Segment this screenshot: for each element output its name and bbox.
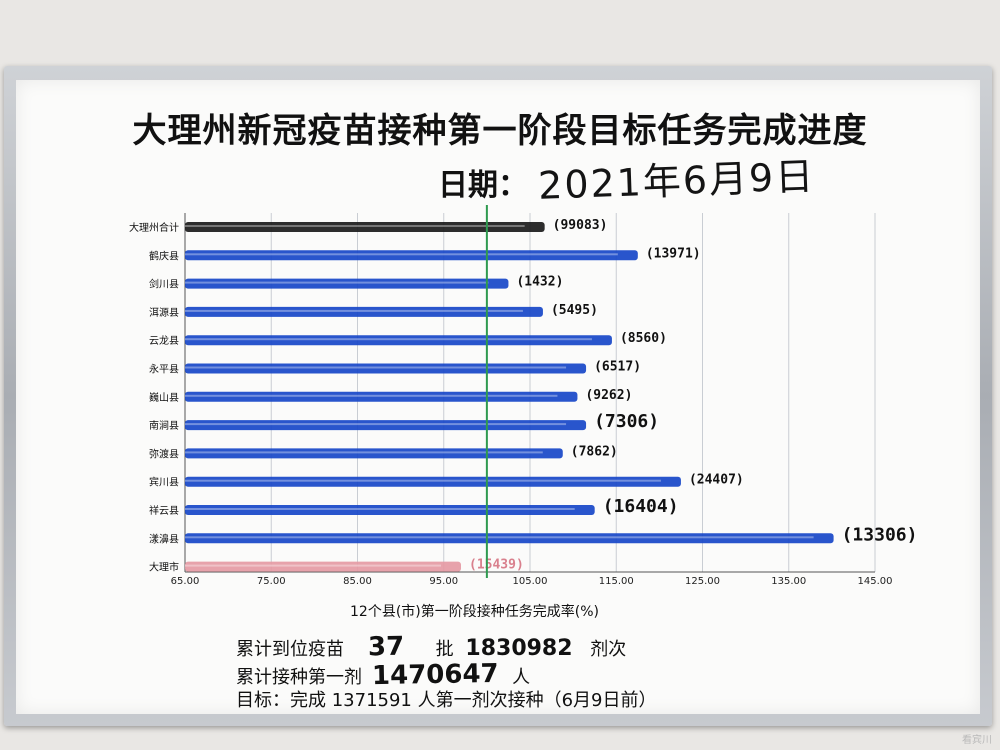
bar [185, 222, 545, 232]
bar-annotation: (15439) [469, 558, 524, 573]
category-label: 漾濞县 [149, 532, 179, 545]
bar [185, 391, 578, 402]
stats-line-first-dose: 累计接种第一剂 1470647 人 [236, 659, 531, 691]
bar [185, 476, 681, 487]
category-label: 宾川县 [149, 476, 179, 489]
bar-annotation: (5495) [551, 303, 598, 318]
batch-unit: 批 [435, 639, 454, 660]
date-label: 日期： [438, 168, 528, 203]
bar [185, 420, 587, 431]
bar [185, 250, 638, 261]
bar-highlight [185, 366, 567, 369]
bar-highlight [185, 564, 441, 567]
page-title: 大理州新冠疫苗接种第一阶段目标任务完成进度 [132, 111, 868, 151]
bar-highlight [185, 423, 567, 426]
bar-highlight [185, 281, 489, 284]
x-tick-label: 145.00 [858, 576, 893, 587]
bar-annotation: (13306) [842, 524, 918, 545]
category-label: 弥渡县 [149, 447, 179, 460]
bar-annotation: (24407) [689, 473, 744, 488]
stats-line-vaccine: 累计到位疫苗 37 批 1830982 剂次 [236, 631, 627, 663]
bar-annotation: (16404) [603, 496, 679, 517]
category-label: 大理州合计 [129, 221, 179, 234]
category-label: 剑川县 [149, 278, 179, 291]
bar [185, 363, 587, 374]
category-label: 云龙县 [149, 334, 179, 347]
bar-annotation: (8560) [620, 331, 667, 346]
bar-highlight [185, 451, 543, 454]
first-dose-label: 累计接种第一剂 [236, 667, 362, 688]
bar-annotation: (7862) [571, 444, 618, 459]
bar [185, 335, 612, 346]
x-axis-label: 12个县(市)第一阶段接种任务完成率(%) [350, 604, 599, 620]
bar-annotation: (99083) [553, 218, 608, 233]
category-label: 巍山县 [149, 392, 179, 404]
bar-annotation: (7306) [594, 411, 659, 432]
category-label: 南涧县 [149, 419, 179, 432]
x-tick-label: 115.00 [599, 576, 634, 587]
category-label: 永平县 [149, 363, 179, 376]
bar [185, 505, 595, 515]
bar [185, 278, 509, 289]
x-tick-label: 85.00 [343, 576, 372, 587]
bar [185, 448, 563, 459]
bar-highlight [185, 309, 523, 312]
x-tick-label: 65.00 [171, 576, 200, 587]
x-tick-label: 135.00 [771, 576, 806, 587]
x-tick-label: 95.00 [429, 576, 458, 587]
bar [185, 561, 461, 572]
bar-highlight [185, 338, 592, 341]
bar [185, 533, 834, 544]
category-label: 洱源县 [149, 306, 179, 319]
bar-highlight [185, 225, 525, 227]
bar-highlight [185, 479, 661, 482]
x-tick-label: 105.00 [513, 576, 548, 587]
bar-annotation: (6517) [594, 360, 641, 375]
category-label: 鹤庆县 [149, 249, 179, 262]
bar-annotation: (9262) [585, 388, 632, 403]
x-tick-label: 125.00 [685, 576, 720, 587]
dose-unit: 剂次 [590, 639, 627, 660]
bar-annotation: (1432) [516, 275, 563, 290]
bar-highlight [185, 394, 558, 397]
bar-annotation: (13971) [646, 246, 701, 261]
people-unit: 人 [512, 667, 531, 688]
bar-highlight [185, 536, 814, 539]
bar [185, 306, 543, 317]
category-label: 大理市 [149, 561, 179, 574]
bar-highlight [185, 253, 618, 256]
batch-count: 37 [367, 631, 405, 663]
watermark: 看宾川 [962, 735, 992, 746]
stats-line-target: 目标：完成 1371591 人第一剂次接种（6月9日前） [236, 690, 657, 711]
category-label: 祥云县 [149, 504, 179, 517]
x-tick-label: 75.00 [257, 576, 286, 587]
bar-highlight [185, 508, 575, 510]
dose-count: 1830982 [465, 636, 573, 661]
vaccine-arrived-label: 累计到位疫苗 [236, 639, 344, 660]
